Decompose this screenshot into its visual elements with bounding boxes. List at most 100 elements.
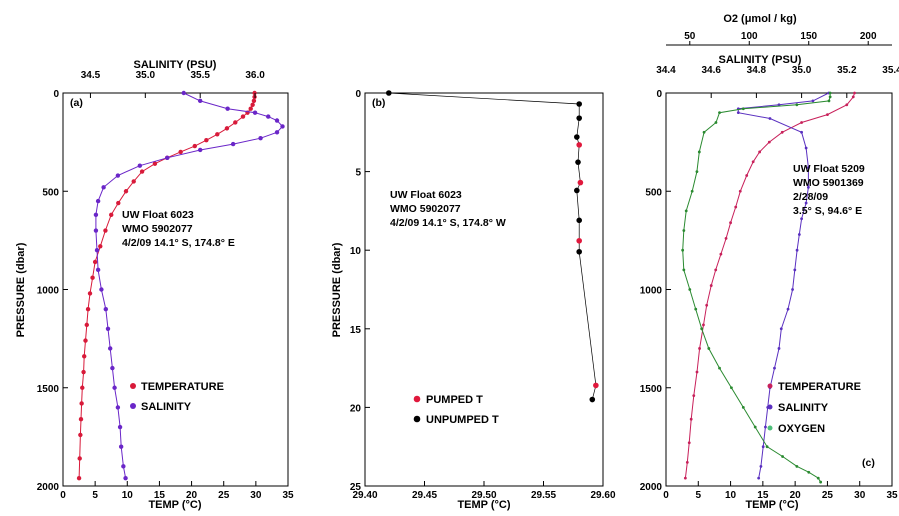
panel-c-legend-temperature-marker <box>767 383 773 389</box>
temperature-point <box>800 121 803 124</box>
temperature-point <box>76 475 82 481</box>
salinity-point <box>93 212 99 218</box>
x-tick-label: 35 <box>282 490 294 501</box>
temperature-point <box>224 126 230 131</box>
panel-a-pressure-axis-label: PRESSURE (dbar) <box>15 242 27 337</box>
salinity-point <box>165 155 170 161</box>
salinity-line <box>95 92 284 479</box>
temperature-point <box>709 284 713 287</box>
temperature-point <box>767 140 771 144</box>
temperature-point <box>714 268 718 272</box>
oxygen-point <box>682 229 686 232</box>
salinity-point <box>773 366 776 370</box>
temperature-point <box>738 189 742 193</box>
panel-c-legend-salinity: SALINITY <box>778 402 829 414</box>
oxygen-point <box>702 130 706 134</box>
pumped-t-point <box>593 382 599 389</box>
oxygen-tick-label: 50 <box>684 31 696 42</box>
y-tick-label: 15 <box>350 325 362 336</box>
panel-a: 0 5 10 15 20 25 30 35 0 500 1000 1500 2000 34.5 35.0 35… <box>15 59 294 511</box>
x-tick-label: 0 <box>663 490 669 501</box>
panel-c-legend-temperature: TEMPERATURE <box>778 381 861 393</box>
salinity-point <box>800 130 803 134</box>
panel-b: 29.40 29.45 29.50 29.55 29.60 0 5 10 15 20 25 TEMP… <box>331 89 616 511</box>
salinity-point <box>115 173 121 178</box>
oxygen-point <box>781 455 784 458</box>
temperature-point <box>85 306 91 312</box>
oxygen-point <box>741 406 745 409</box>
panel-b-legend-unpumped-marker <box>413 415 421 423</box>
panel-b-wmo-id: WMO 5902077 <box>390 203 461 215</box>
y-tick-label: 500 <box>42 187 59 198</box>
salinity-point <box>95 267 101 273</box>
temperature-point <box>90 275 95 280</box>
x-tick-label: 15 <box>757 490 769 501</box>
panel-a-legend-temperature: TEMPERATURE <box>141 381 224 393</box>
temperature-point <box>687 441 691 445</box>
oxygen-point <box>730 386 733 390</box>
x-tick-label: 30 <box>250 490 262 501</box>
temperature-point <box>81 369 86 375</box>
x-tick-label: 35 <box>886 490 898 501</box>
temperature-point <box>192 143 197 149</box>
oxygen-tick-label: 200 <box>860 31 877 42</box>
temperature-point <box>719 252 723 256</box>
salinity-point <box>777 347 781 350</box>
oxygen-tick-label: 100 <box>741 31 758 42</box>
panel-a-legend-salinity: SALINITY <box>141 401 192 413</box>
salinity-point <box>121 464 126 469</box>
y-tick-label: 2000 <box>37 482 60 493</box>
panel-a-date-location: 4/2/09 14.1° S, 174.8° E <box>122 237 235 249</box>
y-tick-label: 0 <box>53 89 59 100</box>
temperature-point <box>780 130 784 134</box>
unpumped-t-point <box>574 134 580 140</box>
x-tick-label: 25 <box>822 490 834 501</box>
temperature-point <box>204 137 209 143</box>
salinity-point <box>94 248 100 253</box>
panel-a-temp-axis-label: TEMP (°C) <box>148 499 201 511</box>
oxygen-point <box>741 107 745 111</box>
oxygen-point <box>753 425 757 429</box>
salinity-point <box>110 365 115 371</box>
temperature-point <box>152 161 158 166</box>
salinity-point <box>197 147 203 153</box>
temperature-point <box>698 347 701 350</box>
y-tick-label: 5 <box>355 168 361 179</box>
temperature-point <box>845 103 849 107</box>
oxygen-point <box>682 268 686 272</box>
oxygen-point <box>681 248 685 252</box>
panel-c-date: 2/28/09 <box>793 191 828 203</box>
salinity-point <box>105 326 111 331</box>
oxygen-point <box>807 470 811 474</box>
y-tick-label: 0 <box>355 89 361 100</box>
unpumped-t-point <box>589 396 596 403</box>
salinity-point <box>736 111 740 115</box>
salinity-point <box>123 475 128 481</box>
temperature-point <box>103 228 108 233</box>
x-tick-label: 10 <box>725 490 737 501</box>
panel-b-legend-pumped: PUMPED T <box>426 394 483 406</box>
oxygen-point <box>816 476 820 480</box>
salinity-point <box>804 146 808 150</box>
y-tick-label: 1500 <box>640 384 663 395</box>
panel-b-pressure-axis-label: PRESSURE (dbar) <box>331 242 343 337</box>
salinity-point <box>811 99 815 103</box>
salinity-point <box>115 405 121 410</box>
salinity-tick-label: 35.0 <box>792 65 812 76</box>
salinity-point <box>280 124 285 129</box>
salinity-point <box>252 110 258 115</box>
salinity-point <box>117 424 123 430</box>
temperature-point <box>758 150 762 154</box>
panel-c-legend-oxygen-marker <box>767 425 773 431</box>
x-tick-label: 15 <box>154 490 166 501</box>
salinity-point <box>258 135 263 141</box>
salinity-point <box>768 117 772 120</box>
panel-b-legend-unpumped: UNPUMPED T <box>426 414 499 426</box>
panel-c-temp-axis-label: TEMP (°C) <box>745 499 798 511</box>
panel-c-legend-oxygen: OXYGEN <box>778 423 825 435</box>
oxygen-point <box>765 445 769 449</box>
y-tick-label: 1000 <box>37 286 60 297</box>
temperature-point <box>851 95 855 99</box>
x-tick-label: 29.55 <box>531 490 556 501</box>
temperature-point <box>178 149 183 155</box>
